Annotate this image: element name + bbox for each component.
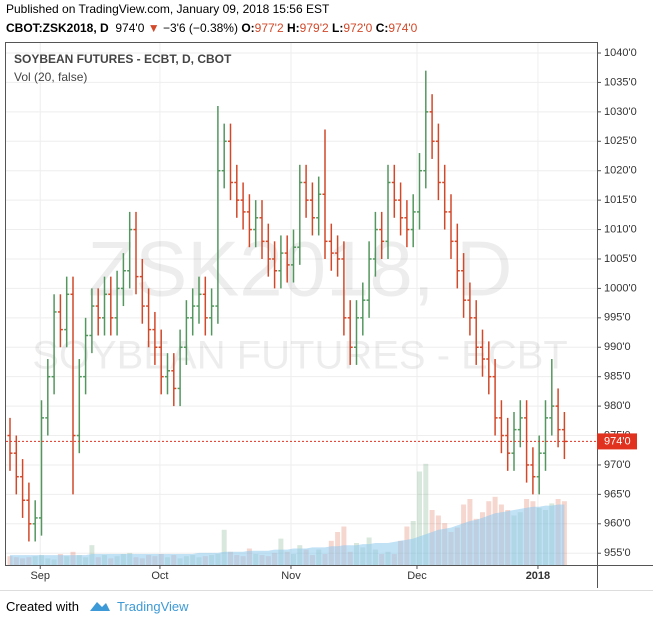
last-price-tag [597, 433, 637, 450]
x-tick-label: Nov [281, 570, 301, 582]
published-line: Published on TradingView.com, January 09… [6, 2, 330, 16]
y-tick-label: 1010'0 [604, 223, 637, 235]
y-tick-label: 1000'0 [604, 282, 637, 294]
y-tick-label: 1040'0 [604, 47, 637, 59]
open-label: O: [241, 21, 255, 35]
last: 974'0 [115, 21, 145, 35]
footer: Created with TradingView [0, 590, 653, 624]
created-with: Created with [6, 599, 79, 614]
last-price-label: 974'0 [604, 435, 631, 447]
volume-bar [417, 471, 422, 565]
quote-line: CBOT:ZSK2018, D 974'0 ▼ −3'6 (−0.38%) O:… [6, 21, 417, 35]
y-tick-label: 1030'0 [604, 106, 637, 118]
x-tick-label: Oct [151, 570, 168, 582]
logo [90, 602, 110, 611]
brand[interactable]: TradingView [117, 599, 189, 614]
y-tick-label: 1020'0 [604, 165, 637, 177]
y-tick-label: 970'0 [604, 459, 631, 471]
close-label: C: [375, 21, 389, 35]
x-tick-label: 2018 [526, 570, 550, 582]
volume-bar [423, 463, 429, 565]
y-tick-label: 980'0 [604, 400, 631, 412]
x-tick-label: Sep [30, 570, 50, 582]
volume-bar [221, 529, 227, 565]
high: 979'2 [299, 21, 329, 35]
y-tick-label: 1025'0 [604, 135, 637, 147]
volume-ma-area [10, 504, 565, 565]
high-label: H: [287, 21, 300, 35]
chart-title: SOYBEAN FUTURES - ECBT, D, CBOT [14, 52, 232, 66]
y-tick-label: 965'0 [604, 488, 631, 500]
open: 977'2 [254, 21, 284, 35]
y-tick-label: 995'0 [604, 312, 631, 324]
chart: ZSK2018, D SOYBEAN FUTURES - ECBT SOYBEA… [5, 42, 653, 588]
symbol: CBOT:ZSK2018, D [6, 21, 109, 35]
low: 972'0 [343, 21, 373, 35]
y-tick-label: 990'0 [604, 341, 631, 353]
x-tick-label: Dec [407, 570, 427, 582]
y-tick-label: 955'0 [604, 547, 631, 559]
down-arrow: ▼ [147, 21, 160, 35]
low-label: L: [332, 21, 344, 35]
y-tick-label: 1015'0 [604, 194, 637, 206]
indicator-label: Vol (20, false) [14, 70, 87, 84]
y-tick-label: 1005'0 [604, 253, 637, 265]
y-tick-label: 985'0 [604, 371, 631, 383]
y-tick-label: 1035'0 [604, 76, 637, 88]
close: 974'0 [388, 21, 418, 35]
watermark-sub: SOYBEAN FUTURES - ECBT [32, 334, 568, 378]
y-tick-label: 960'0 [604, 518, 631, 530]
change: −3'6 (−0.38%) [162, 21, 238, 35]
